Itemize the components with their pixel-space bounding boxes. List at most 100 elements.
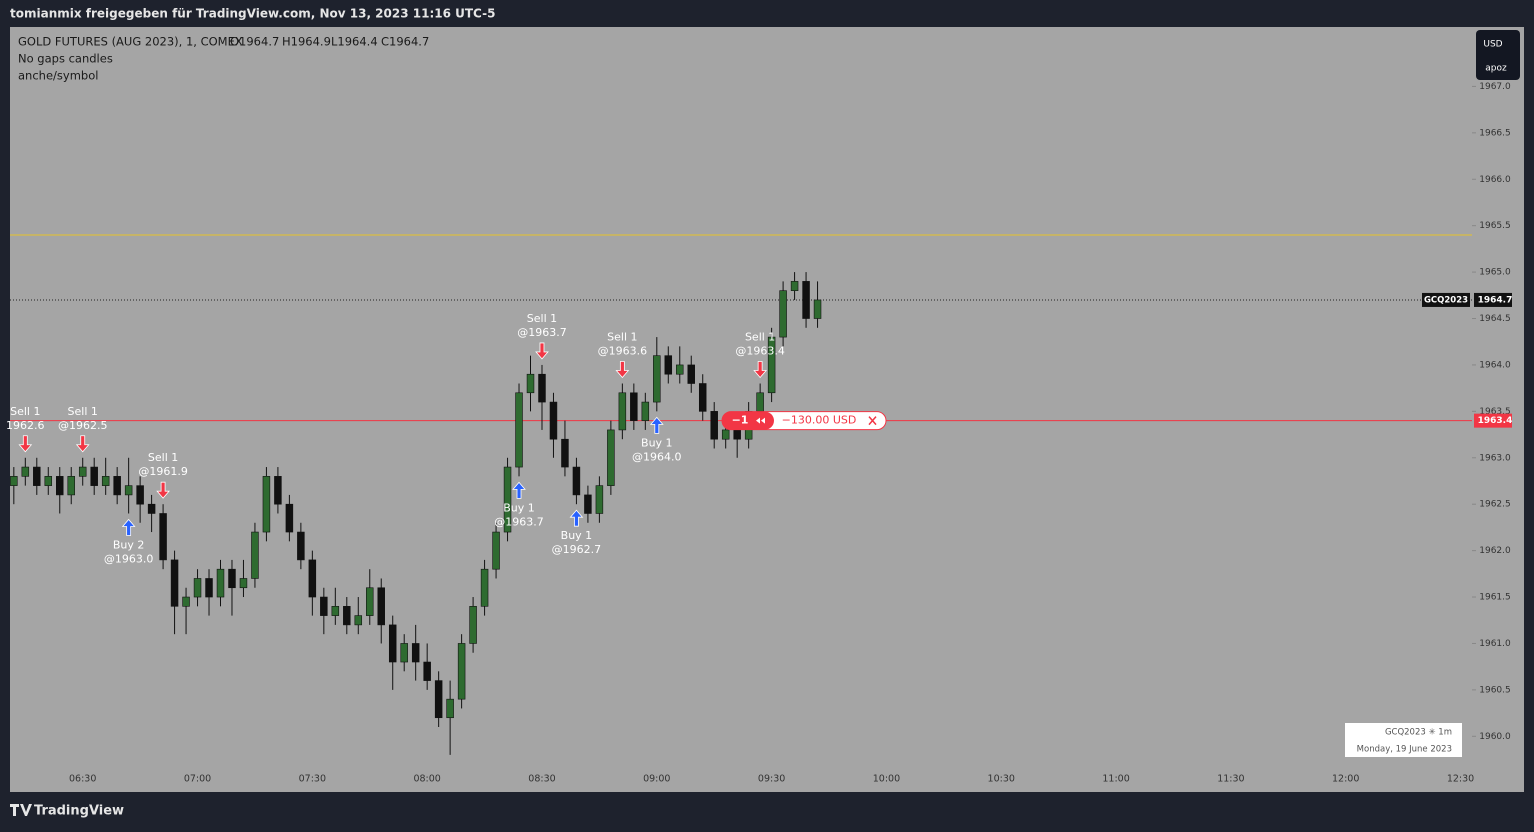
- candle-body: [733, 429, 741, 440]
- price-tag: [1474, 292, 1512, 307]
- watermark-symbol: GCQ2023 ✳ 1m: [1385, 728, 1452, 738]
- trade-price: @1962.5: [58, 419, 108, 432]
- trade-price: @1963.6: [598, 345, 648, 358]
- trade-price: @1963.7: [517, 326, 567, 339]
- trade-label: Sell 1: [10, 405, 40, 418]
- x-tick-label: 09:30: [758, 774, 785, 785]
- candle-body: [595, 485, 604, 514]
- currency[interactable]: USD: [1483, 40, 1502, 50]
- candle-body: [67, 476, 75, 496]
- trade-label: Buy 2: [113, 538, 145, 551]
- y-tick-label: 1961.0: [1479, 639, 1511, 649]
- candle-body: [710, 411, 718, 440]
- price-tag-text: 1964.7: [1478, 295, 1513, 305]
- buy-arrow: [512, 481, 526, 499]
- candle-body: [618, 392, 627, 431]
- y-tick-label: 1963.5: [1479, 407, 1511, 417]
- reverse-icon: [756, 417, 765, 424]
- candle-body: [549, 401, 558, 440]
- candle-body: [400, 643, 408, 663]
- candle-body: [182, 596, 190, 607]
- candle-body: [653, 355, 661, 403]
- x-tick-label: 08:30: [528, 774, 555, 785]
- candle-body: [503, 466, 512, 533]
- candle-body: [813, 299, 822, 319]
- candle-body: [216, 568, 225, 598]
- trade-marker: Buy 1@1964.0: [632, 416, 682, 463]
- position-price-tag: [1474, 413, 1512, 428]
- candle-body: [147, 503, 156, 514]
- x-tick-label: 10:30: [988, 774, 1015, 785]
- legend-line: anche/symbol: [18, 69, 98, 83]
- candle-body: [285, 503, 294, 533]
- candle-body: [331, 606, 340, 616]
- trade-price: 1962.6: [6, 419, 45, 432]
- position-tag[interactable]: −1 −130.00 USD: [721, 411, 887, 431]
- trade-price: @1963.0: [104, 552, 154, 565]
- trade-label: Buy 1: [561, 529, 593, 542]
- trade-label: Sell 1: [148, 451, 178, 464]
- candle-body: [124, 485, 133, 496]
- candle-body: [767, 336, 776, 394]
- candle-body: [193, 578, 202, 598]
- y-tick-label: 1960.0: [1479, 732, 1511, 742]
- candle-body: [297, 531, 305, 561]
- candle-body: [526, 373, 535, 394]
- candle-body: [343, 606, 351, 626]
- candle-body: [159, 513, 167, 561]
- watermark: GCQ2023 ✳ 1m Monday, 19 June 2023: [1345, 723, 1462, 757]
- trade-marker: Sell 1@1963.6: [598, 331, 648, 379]
- symbol-tag: [1422, 292, 1470, 307]
- y-tick-label: 1966.0: [1479, 175, 1511, 185]
- legend-open: O1964.7: [230, 35, 279, 49]
- trade-price: @1963.4: [735, 345, 785, 358]
- candle-body: [205, 578, 213, 598]
- plot: 1960.0 1960.5 1961.0 1961.5 1962.0 1962.5 1963…: [6, 82, 1512, 785]
- x-tick-label: 11:30: [1217, 774, 1244, 785]
- candle-body: [21, 466, 30, 477]
- candle-body: [423, 661, 431, 681]
- position-price-text: 1963.4: [1478, 416, 1513, 426]
- trade-label: Buy 1: [503, 501, 535, 514]
- candle-body: [756, 392, 764, 412]
- candle-body: [676, 364, 684, 375]
- trade-price: @1964.0: [632, 450, 682, 463]
- y-tick-label: 1961.5: [1479, 593, 1511, 603]
- sell-arrow: [156, 481, 170, 499]
- candle-body: [136, 485, 144, 505]
- y-tick-label: 1965.5: [1479, 221, 1511, 231]
- brand-name[interactable]: TradingView: [34, 804, 124, 819]
- trade-price: @1962.7: [552, 543, 602, 556]
- logo: [10, 804, 32, 816]
- candle-body: [641, 401, 650, 421]
- position-pnl: −130.00 USD: [782, 414, 857, 427]
- position-qty: −1: [732, 414, 749, 427]
- legend-symbol: GOLD FUTURES (AUG 2023), 1, COMEX: [18, 35, 243, 49]
- scale-mode[interactable]: apoz: [1485, 64, 1507, 74]
- y-tick-label: 1962.5: [1479, 500, 1511, 510]
- buy-arrow: [649, 416, 664, 434]
- currency-box-bg: [1476, 30, 1520, 80]
- y-tick-label: 1963.0: [1479, 453, 1511, 463]
- candle-body: [388, 624, 397, 663]
- x-tick-label: 07:00: [184, 774, 211, 785]
- legend-line: No gaps candles: [18, 52, 113, 66]
- trade-marker: Buy 1@1963.7: [494, 481, 544, 528]
- footer-brand[interactable]: TradingView: [10, 804, 124, 819]
- trade-label: Sell 1: [607, 331, 637, 344]
- currency-box[interactable]: USD apoz: [1476, 30, 1520, 80]
- y-tick-label: 1964.0: [1479, 360, 1511, 370]
- candle-body: [446, 698, 454, 719]
- x-tick-label: 12:00: [1332, 774, 1359, 785]
- candle-body: [779, 290, 787, 338]
- symbol-tag-text: GCQ2023: [1424, 295, 1468, 305]
- candle-body: [101, 476, 110, 486]
- candle-body: [320, 596, 328, 616]
- trade-marker: Sell 1@1963.7: [517, 312, 567, 360]
- sell-arrow: [18, 435, 33, 453]
- sell-arrow: [615, 361, 630, 379]
- x-tick-label: 06:30: [69, 774, 96, 785]
